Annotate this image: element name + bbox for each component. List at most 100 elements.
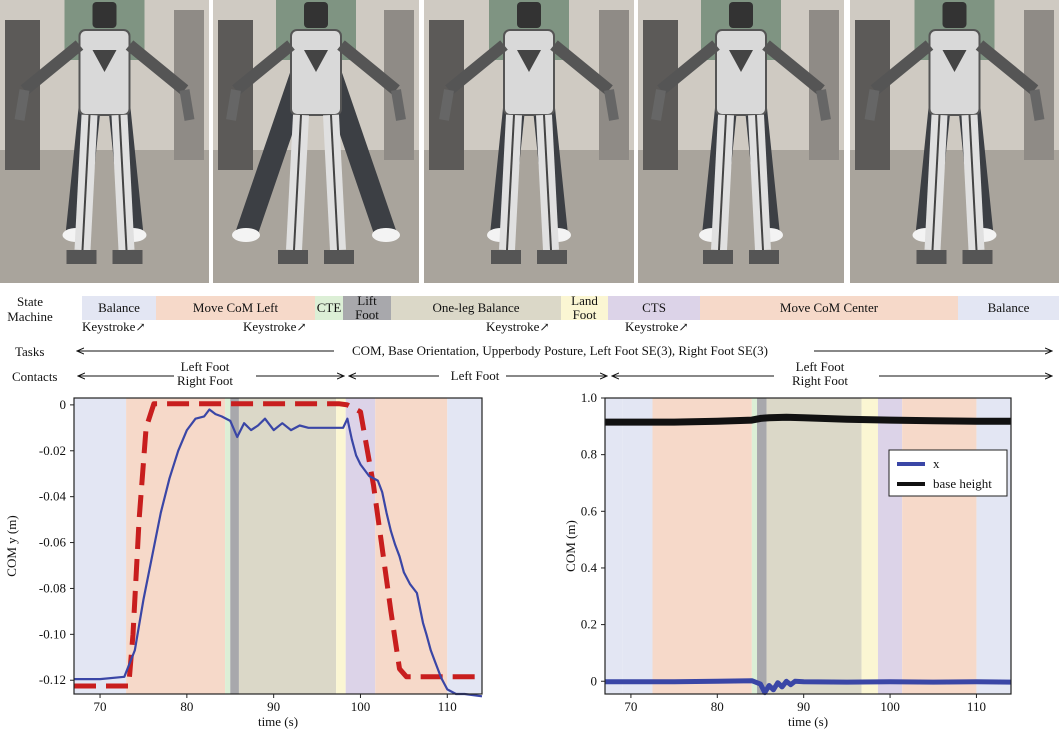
- photo-floor: [424, 150, 634, 283]
- contacts-label: Contacts: [12, 369, 58, 384]
- robot-photo-strip: [0, 0, 1059, 283]
- robot-arm: [657, 40, 720, 95]
- robot-foot: [916, 250, 947, 264]
- robot-logo: [92, 50, 117, 72]
- robot-foot: [703, 250, 733, 264]
- x-axis-label: time (s): [788, 714, 828, 729]
- robot-foot: [112, 250, 143, 264]
- robot-photo-2: [213, 0, 419, 283]
- operator-shoe: [232, 228, 260, 242]
- robot-arm: [762, 40, 825, 95]
- y-tick-label: 0.6: [581, 503, 598, 518]
- phase-band: [336, 398, 346, 694]
- robot-head: [304, 2, 328, 28]
- phase-band: [447, 398, 482, 694]
- state-lift-foot: Lift Foot: [343, 294, 391, 322]
- robot-forearm: [14, 89, 30, 121]
- phase-band: [238, 398, 337, 694]
- robot-foot: [491, 250, 521, 264]
- series-1-line: [74, 408, 483, 698]
- plot-frame: [604, 397, 1012, 695]
- series-0-line: [74, 401, 482, 689]
- keystroke-arrow-icon: ↗: [296, 320, 307, 334]
- x-tick-label: 70: [624, 699, 637, 714]
- robot-forearm: [816, 89, 831, 121]
- legend-label: base height: [933, 476, 992, 491]
- x-tick-label: 80: [711, 699, 724, 714]
- phase-band: [74, 398, 127, 694]
- robot-head: [517, 2, 541, 28]
- robot-leg-edge: [118, 114, 128, 251]
- robot-forearm: [391, 89, 406, 121]
- robot-photo-3: [424, 0, 634, 283]
- legend-label: x: [933, 456, 940, 471]
- keystroke-3: Keystroke↗: [486, 319, 550, 334]
- phase-band: [622, 398, 653, 694]
- robot-leg-edge: [968, 114, 978, 251]
- contacts-span: [74, 366, 1059, 386]
- x-line: [605, 678, 1012, 696]
- state-cts: CTS: [608, 296, 700, 320]
- plot-frame: [73, 397, 483, 695]
- robot-leg-edge: [330, 114, 339, 251]
- state-balance-1: Balance: [82, 296, 156, 320]
- robot-foot: [66, 250, 97, 264]
- keystroke-4: Keystroke↗: [625, 319, 689, 334]
- x-tick-label: 110: [967, 699, 986, 714]
- state-move-com-left: Move CoM Left: [156, 296, 315, 320]
- robot-arm: [20, 40, 84, 95]
- robot-forearm: [1029, 89, 1045, 121]
- phase-band: [766, 398, 862, 694]
- phase-band: [757, 398, 767, 694]
- contacts-phase-3: Left Foot Right Foot: [792, 359, 848, 388]
- y-tick-label: -0.12: [39, 672, 66, 687]
- x-tick-label: 100: [351, 699, 371, 714]
- robot-leg-edge: [293, 114, 302, 251]
- y-tick-label: -0.08: [39, 580, 66, 595]
- robot-arm: [125, 40, 189, 95]
- y-tick-label: 0: [60, 397, 67, 412]
- state-one-leg-balance: One-leg Balance: [391, 296, 561, 320]
- robot-foot: [324, 250, 354, 264]
- keystroke-arrow-icon: ↗: [678, 320, 689, 334]
- keystroke-arrow-icon: ↗: [539, 320, 550, 334]
- phase-band: [877, 398, 903, 694]
- phase-band: [902, 398, 977, 694]
- com-height-chart: 70 80 90 100 110 0 0.2 0.4 0.6 0.8 1.0 time (s) COM …: [563, 390, 1012, 729]
- x-tick-label: 110: [438, 699, 457, 714]
- robot-logo: [942, 50, 967, 72]
- robot-leg-edge: [543, 114, 552, 251]
- x-tick-label: 90: [267, 699, 280, 714]
- robot-foot: [749, 250, 779, 264]
- com-y-chart: 70 80 90 100 110 0 -0.02 -0.04 -0.06 -0.08 -0.10 -0…: [4, 397, 483, 729]
- phase-band: [126, 398, 226, 694]
- robot-torso: [715, 29, 767, 116]
- tasks-span: [74, 342, 1059, 360]
- robot-leg-edge: [506, 114, 515, 251]
- robot-forearm: [226, 89, 241, 121]
- robot-forearm: [604, 89, 619, 121]
- robot-head: [942, 2, 967, 28]
- robot-foot: [537, 250, 567, 264]
- operator-shoe: [372, 228, 400, 242]
- phase-band: [652, 398, 752, 694]
- phase-band: [861, 398, 878, 694]
- contacts-phase-2: Left Foot: [450, 368, 500, 383]
- y-tick-label: 0.8: [581, 447, 597, 462]
- robot-arm: [337, 40, 400, 95]
- contacts-phase-1: Left Foot Right Foot: [177, 359, 233, 388]
- robot-logo: [304, 50, 328, 72]
- y-tick-label: 0: [591, 673, 598, 688]
- base-height-line: [605, 413, 1011, 426]
- robot-logo: [517, 50, 541, 72]
- photo-floor: [638, 150, 844, 283]
- robot-foot: [278, 250, 308, 264]
- phase-band: [225, 398, 231, 694]
- robot-arm: [232, 40, 295, 95]
- keystroke-2: Keystroke↗: [243, 319, 307, 334]
- y-axis-label: COM y (m): [4, 515, 19, 576]
- keystroke-1: Keystroke↗: [82, 319, 146, 334]
- state-machine-label: State Machine: [7, 294, 53, 324]
- robot-leg-edge: [81, 114, 91, 251]
- tasks-text: COM, Base Orientation, Upperbody Posture…: [352, 343, 768, 358]
